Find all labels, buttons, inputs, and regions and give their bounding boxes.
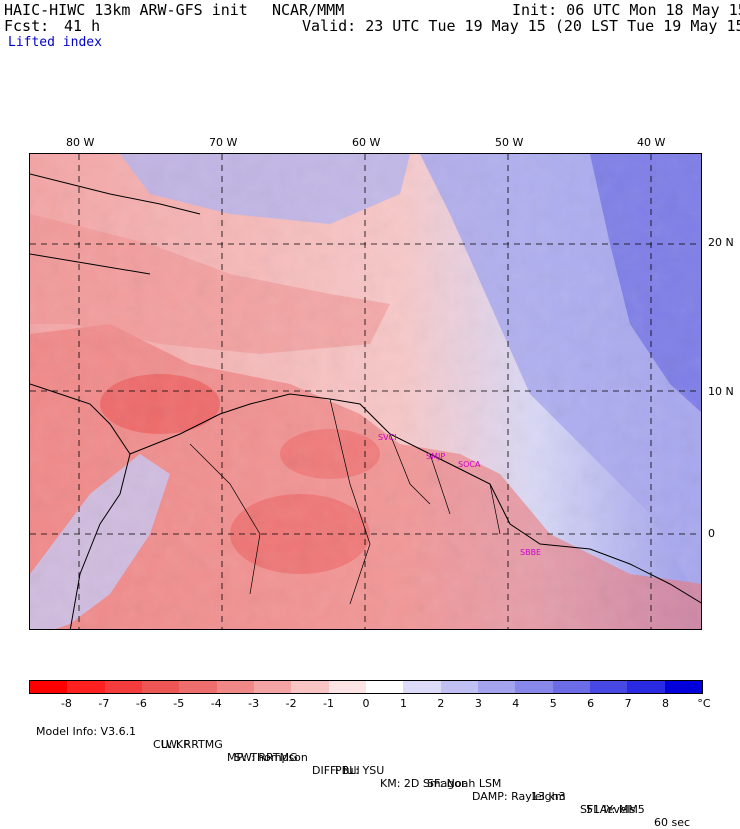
diffusion-option: DIFF: full xyxy=(312,764,360,777)
forecast-label: Fcst: xyxy=(4,17,50,35)
colorbar-tick-label: -7 xyxy=(98,697,110,710)
surface-layer-scheme: SFLAY: MM5 xyxy=(580,803,645,816)
station-smjp: SMJP xyxy=(426,452,446,461)
colorbar-tick-label: 6 xyxy=(587,697,595,710)
colorbar-swatch xyxy=(552,681,590,693)
shortwave-scheme: SW: RRTMG xyxy=(234,751,298,764)
lon-label-40w: 40 W xyxy=(637,136,666,149)
colorbar-swatch xyxy=(253,681,292,693)
colorbar-swatch xyxy=(30,681,68,693)
colorbar-tick-label: 8 xyxy=(662,697,670,710)
forecast-hour: 41 h xyxy=(64,17,101,35)
lifted-index-map: SVCI SMJP SOCA SBBE xyxy=(29,153,702,630)
colorbar-tick-label: -8 xyxy=(60,697,72,710)
station-sbbe: SBBE xyxy=(520,548,542,557)
lon-label-80w: 80 W xyxy=(66,136,95,149)
lon-label-60w: 60 W xyxy=(352,136,381,149)
colorbar-tick-label: 7 xyxy=(624,697,632,710)
colorbar-tick-label: 1 xyxy=(399,697,407,710)
colorbar-tick-label: -5 xyxy=(173,697,185,710)
colorbar-swatch xyxy=(627,681,665,693)
model-info-line1: Model Info: V3.6.1 CU: KF MP: Thompson P… xyxy=(29,712,690,829)
colorbar-swatch xyxy=(589,681,628,693)
model-version: Model Info: V3.6.1 xyxy=(36,725,137,738)
colorbar-swatch xyxy=(179,681,217,693)
colorbar-swatch xyxy=(664,681,702,693)
colorbar-tick-label: -2 xyxy=(285,697,297,710)
km-option: KM: 2D Smagor xyxy=(380,777,466,790)
damping-option: DAMP: Rayleigh3 xyxy=(472,790,566,803)
colorbar-tick-label: 3 xyxy=(474,697,482,710)
lifted-index-colorbar xyxy=(29,680,703,694)
lat-label-equator: 0 xyxy=(708,527,715,540)
colorbar-swatch xyxy=(328,681,366,693)
model-title: HAIC-HIWC 13km ARW-GFS init xyxy=(4,1,248,19)
colorbar-tick-label: -3 xyxy=(248,697,260,710)
colorbar-unit: °C xyxy=(697,697,711,710)
colorbar-tick-label: -1 xyxy=(323,697,335,710)
colorbar-swatch xyxy=(515,681,553,693)
colorbar-swatch xyxy=(440,681,478,693)
country-borders xyxy=(189,398,501,605)
colorbar-swatch xyxy=(291,681,329,693)
grid-lines xyxy=(30,154,701,629)
lon-label-70w: 70 W xyxy=(209,136,238,149)
colorbar-tick-label: -6 xyxy=(135,697,147,710)
colorbar-swatch xyxy=(216,681,254,693)
map-canvas xyxy=(30,154,701,629)
colorbar-tick-label: 4 xyxy=(512,697,520,710)
time-step: 60 sec xyxy=(654,816,691,829)
colorbar-swatch xyxy=(365,681,404,693)
colorbar-tick-label: 0 xyxy=(362,697,370,710)
station-soca: SOCA xyxy=(458,460,481,469)
station-svci: SVCI xyxy=(378,433,397,442)
colorbar-swatch xyxy=(104,681,142,693)
lon-label-50w: 50 W xyxy=(495,136,524,149)
colorbar-swatch xyxy=(67,681,105,693)
colorbar-swatch xyxy=(141,681,180,693)
lat-label-10n: 10 N xyxy=(708,385,734,398)
lat-label-20n: 20 N xyxy=(708,236,734,249)
colorbar-tick-label: 5 xyxy=(549,697,557,710)
valid-time: Valid: 23 UTC Tue 19 May 15 (20 LST Tue … xyxy=(302,17,740,35)
colorbar-swatch xyxy=(403,681,441,693)
texture-overlay xyxy=(30,154,701,629)
colorbar-tick-label: 2 xyxy=(437,697,445,710)
field-name: Lifted index xyxy=(8,35,102,50)
model-info-line2: LW: RRTMG SW: RRTMG DIFF: full KM: 2D Sm… xyxy=(154,725,645,816)
init-time: Init: 06 UTC Mon 18 May 15 xyxy=(512,1,740,19)
organization: NCAR/MMM xyxy=(272,1,345,19)
colorbar-swatch xyxy=(477,681,516,693)
colorbar-tick-label: -4 xyxy=(210,697,222,710)
coastline-caribbean xyxy=(30,173,201,275)
